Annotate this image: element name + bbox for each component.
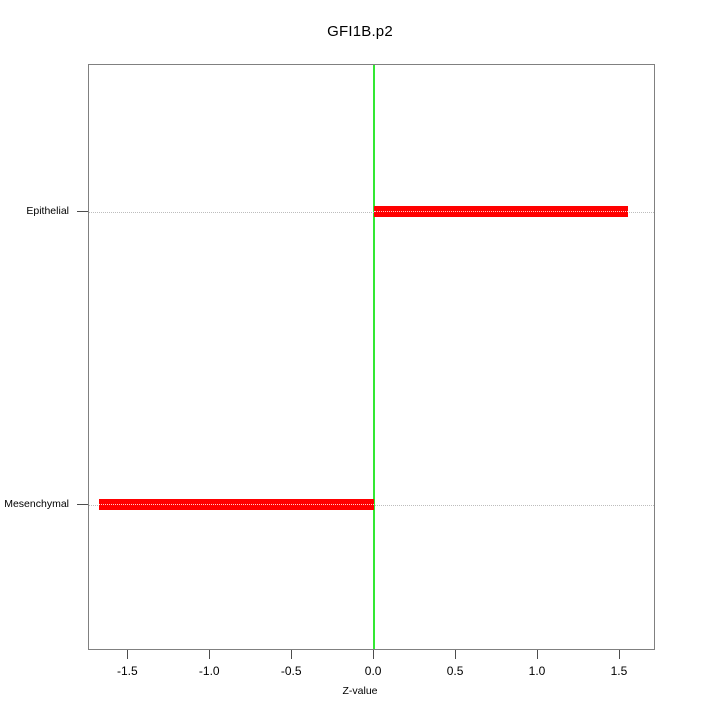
x-axis-tick-label: 1.0 — [528, 664, 546, 678]
x-axis-tick — [373, 650, 375, 659]
y-axis-label: Epithelial — [26, 204, 69, 217]
bar — [374, 206, 629, 217]
y-axis: Epithelial Mesenchymal — [0, 0, 88, 720]
x-axis-tick-label: 1.5 — [610, 664, 628, 678]
y-axis-label: Mesenchymal — [4, 497, 69, 510]
x-axis-tick — [209, 650, 211, 659]
x-axis-tick-label: -0.5 — [280, 664, 302, 678]
x-axis-tick — [537, 650, 538, 659]
gridline — [89, 211, 654, 214]
x-axis-tick — [618, 650, 620, 659]
chart-title: GFI1B.p2 — [327, 23, 393, 40]
x-axis-tick — [127, 650, 129, 659]
y-axis-tick — [77, 503, 88, 505]
x-axis-title: Z-value — [342, 685, 378, 697]
x-axis-tick-label: 0.0 — [364, 664, 382, 678]
x-axis-tick-label: -1.5 — [116, 664, 138, 678]
x-axis-tick-label: 0.5 — [446, 664, 464, 678]
x-axis-tick-label: -1.0 — [198, 664, 220, 678]
x-axis-tick — [455, 650, 457, 659]
bar — [98, 499, 375, 510]
y-axis-tick — [77, 210, 88, 212]
plot-inner — [89, 65, 654, 649]
x-axis-tick — [291, 650, 293, 659]
plot-area — [88, 64, 655, 650]
x-axis: -1.5 -1.0 -0.5 0.0 0.5 1.0 1.5 — [88, 650, 655, 720]
zero-reference-line — [373, 65, 376, 649]
